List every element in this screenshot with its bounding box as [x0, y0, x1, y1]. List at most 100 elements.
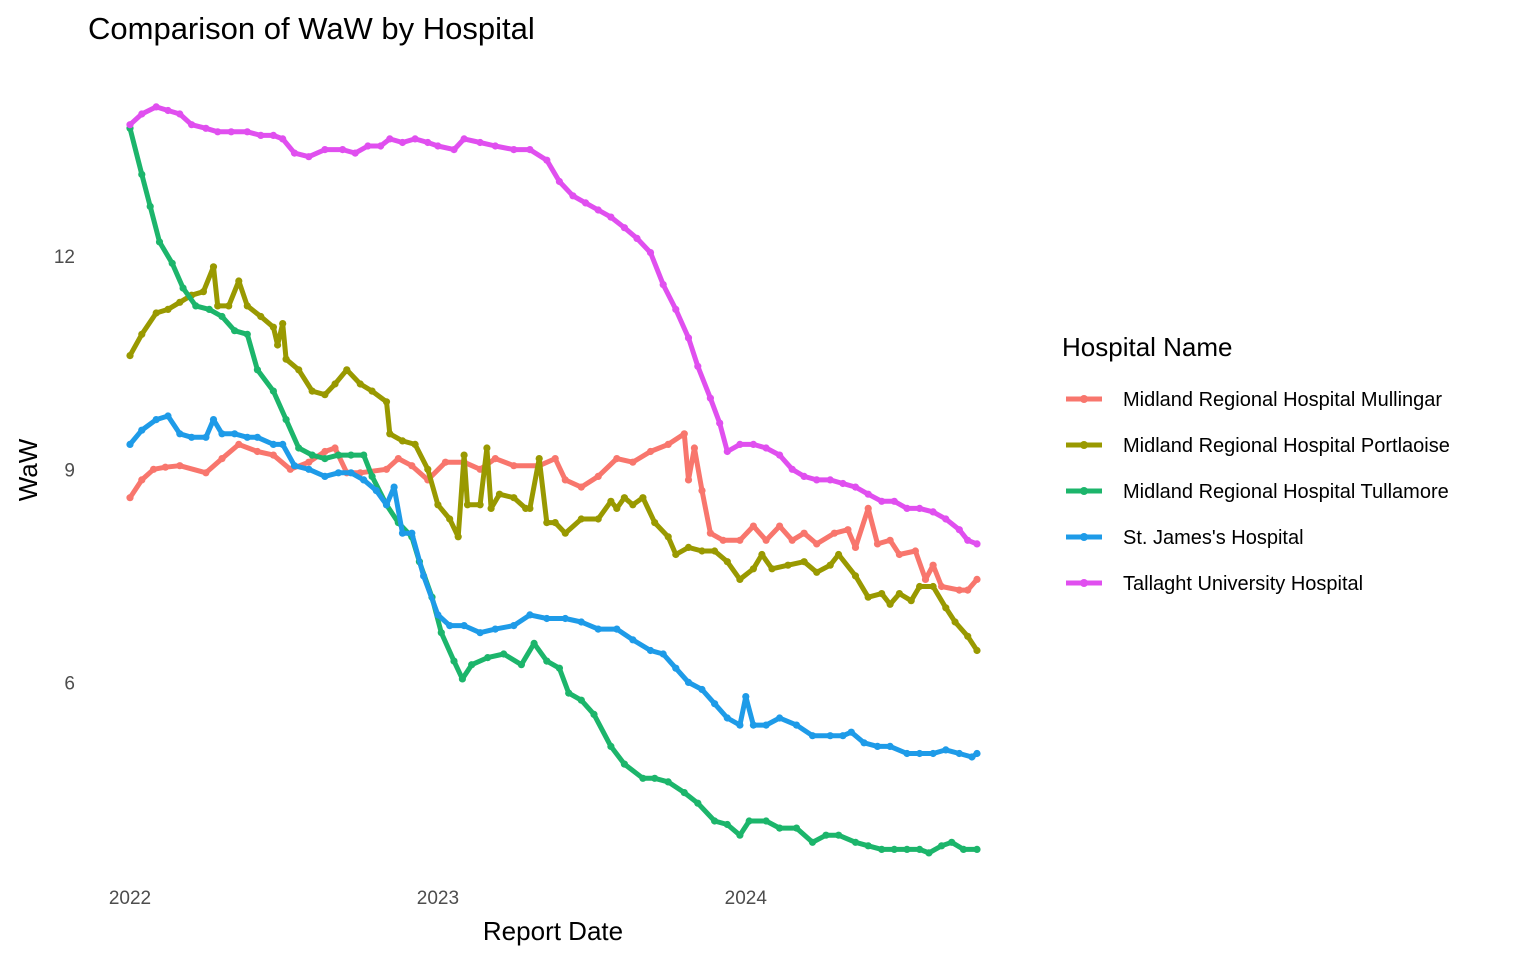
data-point — [257, 312, 265, 321]
data-point — [826, 732, 834, 740]
data-point — [736, 536, 744, 544]
data-point — [873, 540, 882, 548]
data-point — [776, 714, 784, 722]
data-point — [651, 519, 659, 527]
data-point — [347, 469, 355, 477]
data-point — [929, 561, 937, 569]
data-point — [535, 455, 543, 463]
data-point — [530, 639, 538, 648]
data-point — [613, 504, 621, 512]
data-point — [873, 742, 882, 751]
data-point — [607, 742, 615, 751]
data-point — [188, 433, 196, 441]
data-point — [964, 536, 972, 544]
x-axis-title: Report Date — [483, 916, 623, 946]
data-point — [231, 327, 239, 335]
data-point — [454, 533, 462, 541]
data-point — [343, 366, 351, 374]
y-tick-label: 9 — [64, 460, 75, 481]
data-point — [491, 625, 499, 633]
data-point — [282, 416, 290, 424]
data-point — [424, 138, 432, 147]
series-group — [126, 412, 981, 761]
data-point — [468, 661, 476, 669]
data-point — [768, 565, 776, 573]
data-point — [269, 131, 277, 139]
data-point — [321, 455, 329, 463]
data-point — [458, 675, 466, 683]
data-point — [620, 224, 629, 232]
data-point — [723, 820, 731, 829]
data-point — [925, 849, 933, 857]
data-point — [214, 128, 222, 136]
data-point — [847, 728, 855, 736]
data-point — [784, 561, 792, 569]
data-point — [398, 529, 407, 537]
data-point — [839, 479, 847, 488]
data-point — [886, 600, 894, 608]
data-point — [577, 483, 585, 491]
data-point — [377, 142, 385, 150]
legend-label: Midland Regional Hospital Mullingar — [1123, 389, 1442, 411]
data-point — [955, 526, 963, 534]
data-point — [886, 536, 894, 544]
data-point — [398, 437, 407, 445]
data-point — [903, 504, 911, 512]
data-point — [231, 430, 239, 438]
data-point — [942, 746, 950, 754]
data-point — [826, 476, 834, 484]
data-point — [161, 463, 169, 471]
data-point — [138, 170, 146, 178]
data-point — [424, 465, 432, 473]
data-point — [390, 483, 398, 491]
data-point — [176, 462, 184, 470]
data-point — [510, 146, 518, 154]
data-point — [152, 416, 160, 424]
data-point — [253, 433, 261, 441]
data-point — [138, 476, 146, 484]
data-point — [408, 529, 416, 537]
data-point — [942, 515, 950, 523]
data-point — [758, 550, 766, 559]
data-point — [308, 451, 316, 459]
x-tick-label: 2024 — [725, 888, 768, 909]
data-point — [305, 458, 313, 466]
data-point — [800, 529, 808, 537]
data-point — [890, 845, 898, 854]
data-point — [745, 817, 753, 825]
data-point — [253, 447, 261, 456]
legend-key-point — [1080, 579, 1088, 587]
data-point — [973, 646, 981, 655]
data-point — [742, 693, 750, 701]
data-point — [664, 533, 672, 541]
data-point — [551, 519, 559, 527]
data-point — [360, 476, 368, 484]
data-point — [202, 469, 210, 477]
data-point — [851, 543, 860, 552]
data-point — [706, 529, 715, 537]
data-point — [903, 749, 911, 758]
data-point — [339, 146, 347, 154]
data-point — [434, 611, 442, 619]
data-point — [736, 721, 744, 729]
data-point — [152, 103, 160, 111]
data-point — [968, 753, 976, 761]
data-point — [192, 302, 200, 310]
data-point — [551, 455, 559, 463]
data-point — [929, 508, 937, 516]
legend-item: St. James's Hospital — [1066, 527, 1304, 549]
data-point — [948, 838, 956, 846]
data-point — [164, 305, 172, 313]
data-point — [916, 749, 924, 758]
data-point — [672, 305, 680, 313]
data-point — [253, 366, 261, 374]
data-point — [561, 476, 569, 484]
data-point — [382, 501, 391, 509]
data-point — [788, 536, 796, 544]
data-point — [138, 330, 146, 338]
data-point — [964, 632, 972, 640]
data-point — [964, 586, 972, 594]
legend-title: Hospital Name — [1062, 332, 1233, 362]
data-point — [864, 842, 872, 850]
data-point — [594, 206, 602, 214]
